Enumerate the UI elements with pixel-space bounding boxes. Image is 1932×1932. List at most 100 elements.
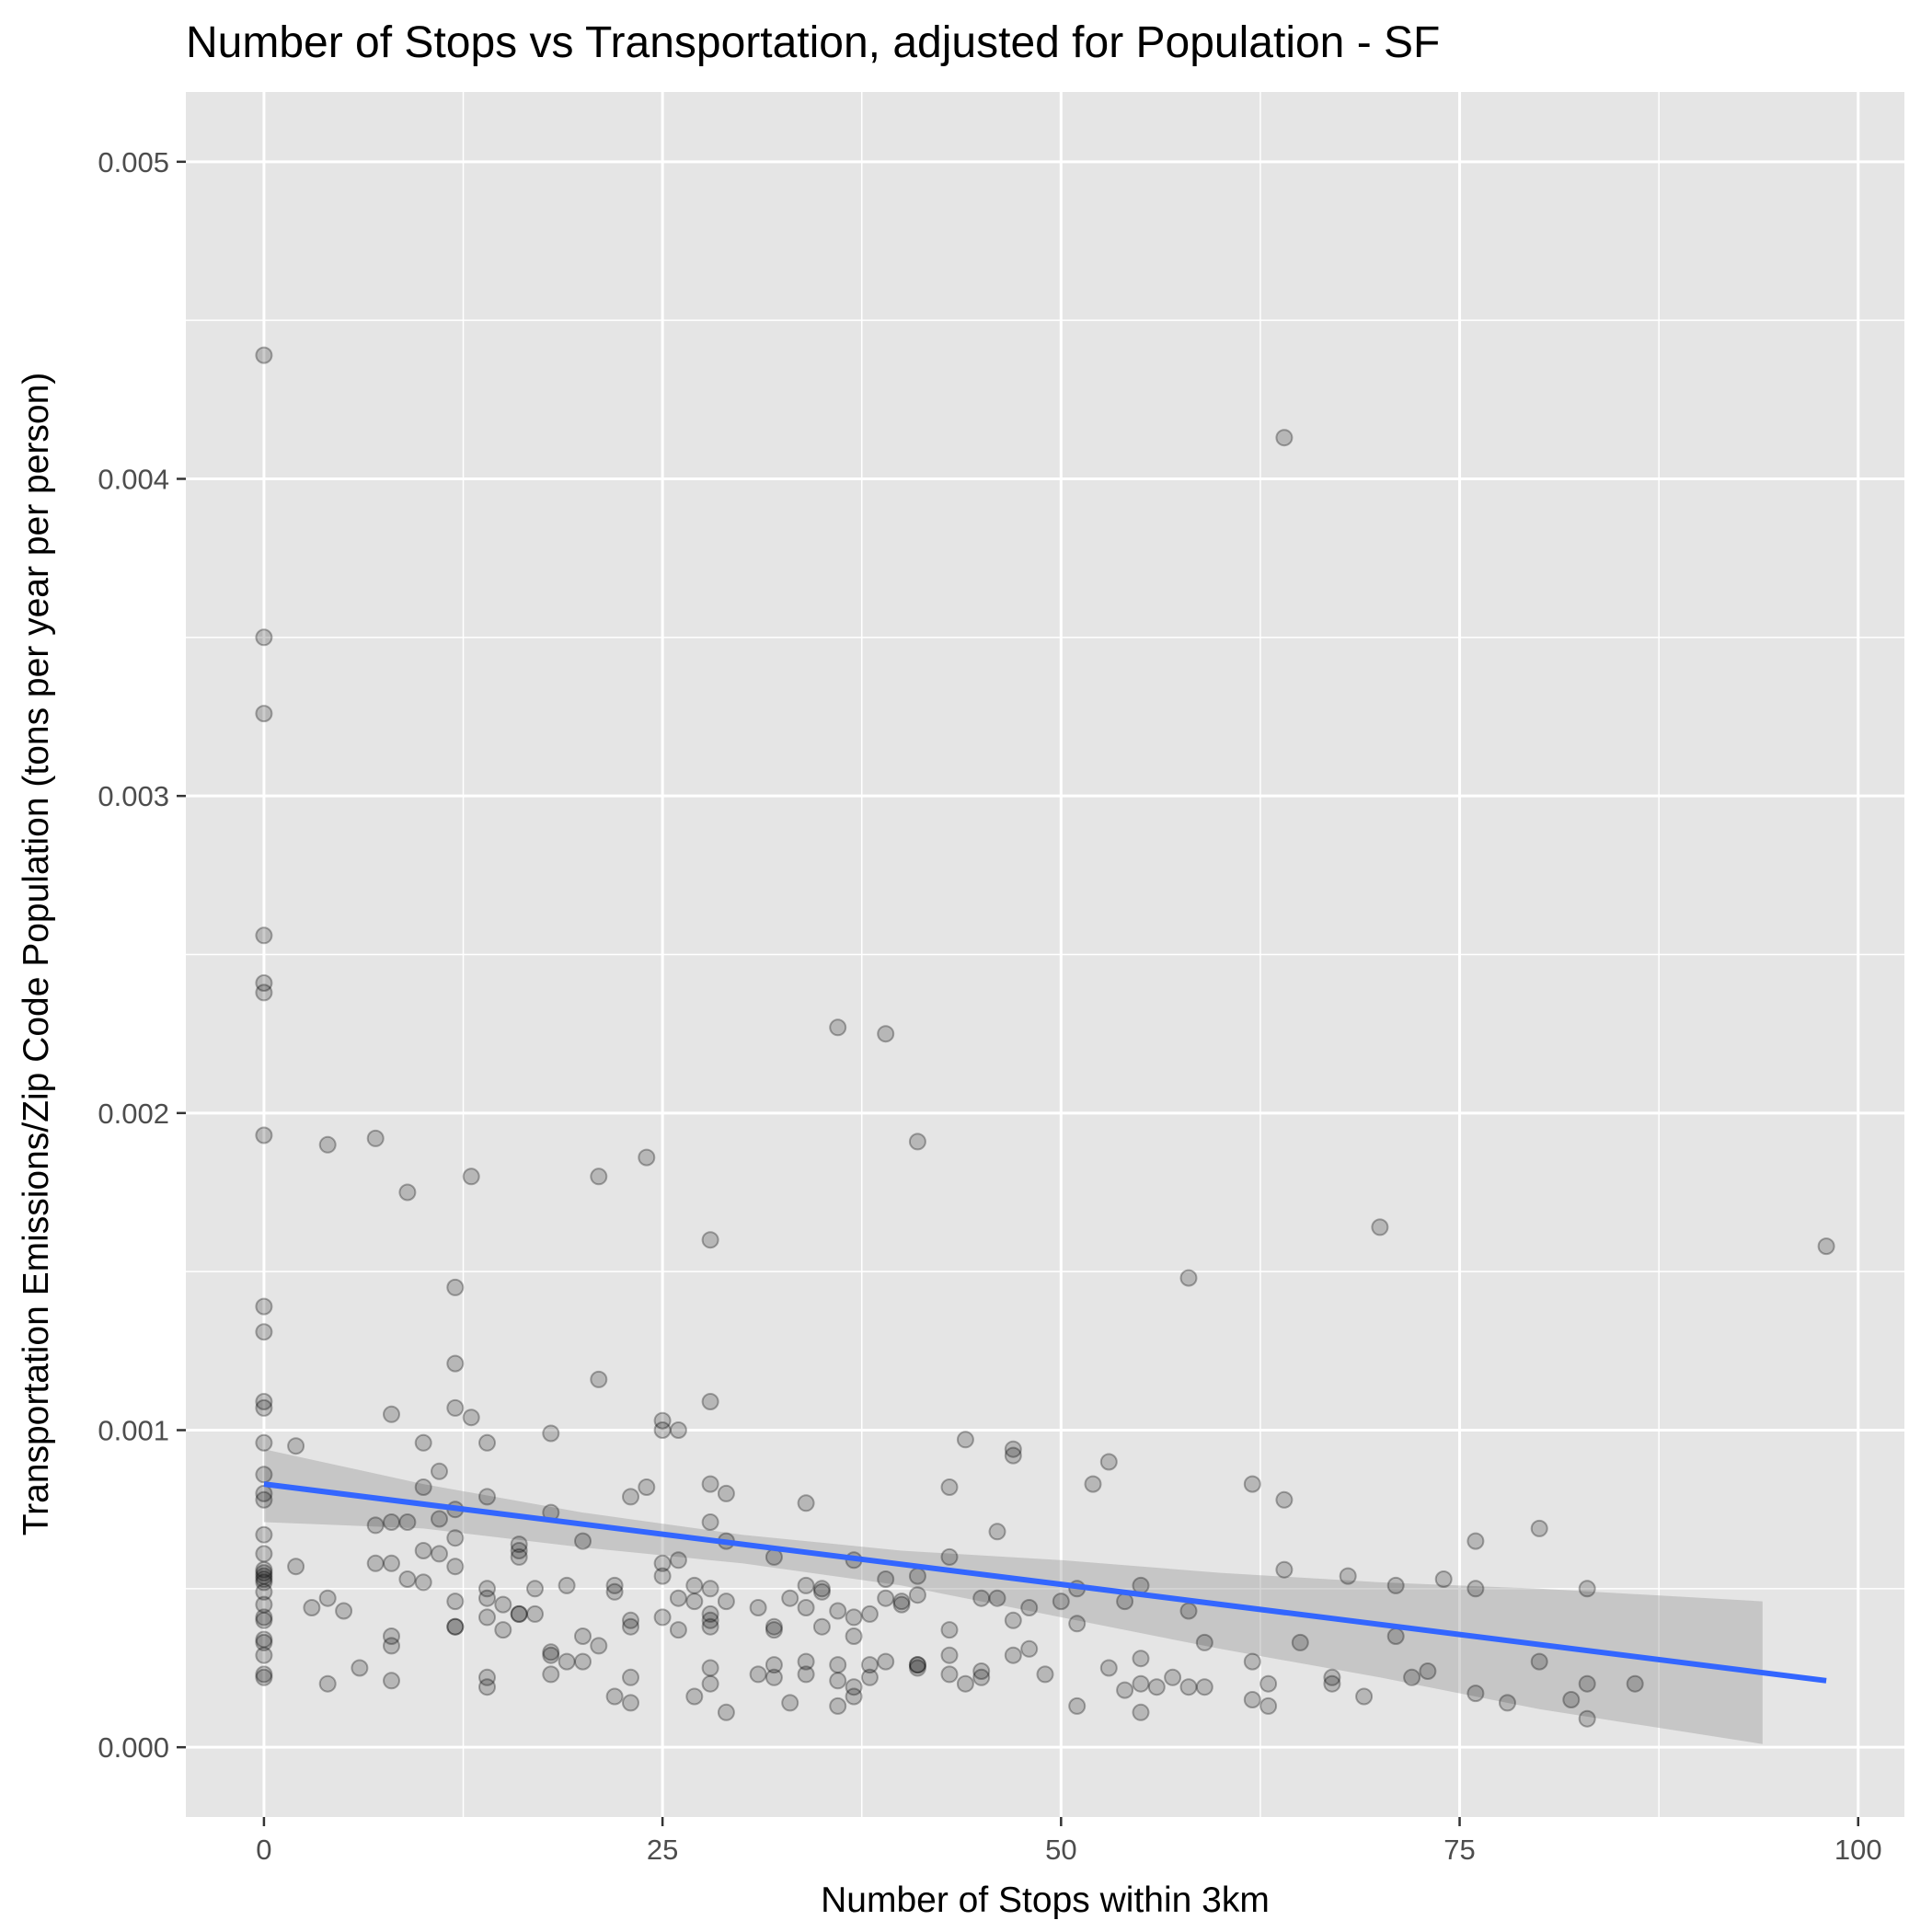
data-point bbox=[255, 346, 273, 364]
data-point bbox=[255, 1595, 273, 1614]
data-point bbox=[860, 1668, 879, 1686]
data-point bbox=[781, 1694, 799, 1712]
data-point bbox=[1195, 1633, 1213, 1651]
data-point bbox=[940, 1547, 959, 1566]
data-point bbox=[510, 1604, 528, 1623]
data-point bbox=[1084, 1475, 1102, 1493]
data-point bbox=[383, 1513, 400, 1531]
x-tick-label: 50 bbox=[1045, 1834, 1076, 1866]
data-point bbox=[812, 1580, 831, 1598]
chart-title: Number of Stops vs Transportation, adjus… bbox=[186, 18, 1440, 67]
data-point bbox=[1323, 1668, 1341, 1686]
data-point bbox=[590, 1167, 608, 1186]
x-tick-label: 0 bbox=[256, 1834, 271, 1866]
data-point bbox=[1179, 1602, 1198, 1620]
data-point bbox=[1099, 1453, 1118, 1471]
data-point bbox=[988, 1589, 1006, 1607]
y-tick-label: 0.000 bbox=[98, 1731, 169, 1764]
data-point bbox=[1259, 1696, 1278, 1715]
data-point bbox=[255, 1545, 273, 1563]
data-point bbox=[940, 1478, 959, 1496]
data-point bbox=[638, 1478, 656, 1496]
data-point bbox=[446, 1617, 465, 1636]
data-point bbox=[558, 1652, 576, 1671]
data-point bbox=[590, 1637, 608, 1655]
data-point bbox=[255, 974, 273, 992]
data-point bbox=[255, 1611, 273, 1629]
data-point bbox=[478, 1488, 496, 1506]
data-point bbox=[701, 1580, 719, 1598]
data-point bbox=[255, 1668, 273, 1686]
minor-gridlines bbox=[186, 92, 1904, 1817]
data-point bbox=[685, 1687, 704, 1706]
data-point bbox=[1179, 1678, 1198, 1696]
data-point bbox=[892, 1593, 911, 1611]
y-tick-label: 0.001 bbox=[98, 1415, 169, 1447]
data-point bbox=[829, 1672, 847, 1690]
data-point bbox=[1036, 1665, 1054, 1684]
data-point bbox=[1419, 1662, 1437, 1680]
data-point bbox=[351, 1659, 369, 1677]
data-point bbox=[335, 1602, 353, 1620]
data-point bbox=[717, 1593, 735, 1611]
data-point bbox=[1578, 1674, 1596, 1693]
data-point bbox=[255, 1608, 273, 1627]
data-point bbox=[956, 1431, 974, 1449]
data-point bbox=[1004, 1440, 1022, 1458]
data-point bbox=[940, 1621, 959, 1639]
data-point bbox=[1004, 1646, 1022, 1664]
x-axis-title: Number of Stops within 3km bbox=[821, 1880, 1270, 1920]
data-point bbox=[462, 1409, 480, 1427]
data-point bbox=[431, 1462, 448, 1480]
data-point bbox=[383, 1405, 400, 1423]
data-point bbox=[622, 1488, 639, 1506]
data-point bbox=[892, 1595, 911, 1614]
data-point bbox=[494, 1595, 512, 1614]
data-point bbox=[1195, 1678, 1213, 1696]
data-point bbox=[622, 1617, 639, 1636]
y-axis: 0.000 0.001 0.002 0.003 0.004 0.005 bbox=[98, 146, 186, 1764]
data-point bbox=[701, 1393, 719, 1410]
data-point bbox=[972, 1662, 991, 1680]
data-point bbox=[542, 1646, 560, 1664]
data-point bbox=[972, 1589, 991, 1607]
data-point bbox=[877, 1570, 895, 1588]
data-point bbox=[669, 1421, 687, 1439]
data-point bbox=[701, 1475, 719, 1493]
data-point bbox=[318, 1589, 337, 1607]
data-point bbox=[1068, 1615, 1087, 1633]
data-point bbox=[431, 1510, 448, 1528]
data-point bbox=[510, 1542, 528, 1559]
data-point bbox=[829, 1696, 847, 1715]
data-point bbox=[255, 1433, 273, 1452]
data-point bbox=[255, 1323, 273, 1341]
data-point bbox=[685, 1576, 704, 1594]
data-point bbox=[478, 1668, 496, 1686]
data-point bbox=[1434, 1570, 1453, 1588]
data-point bbox=[526, 1604, 544, 1623]
data-point bbox=[478, 1433, 496, 1452]
data-point bbox=[255, 1582, 273, 1601]
data-point bbox=[574, 1532, 592, 1550]
data-point bbox=[318, 1135, 337, 1154]
data-point bbox=[701, 1513, 719, 1531]
data-point bbox=[542, 1643, 560, 1662]
data-point bbox=[558, 1576, 576, 1594]
data-point bbox=[1147, 1678, 1166, 1696]
data-point bbox=[542, 1665, 560, 1684]
y-tick-label: 0.003 bbox=[98, 780, 169, 812]
data-point bbox=[398, 1570, 417, 1588]
data-point bbox=[414, 1433, 432, 1452]
data-point bbox=[526, 1580, 544, 1598]
data-point bbox=[685, 1593, 704, 1611]
y-tick-label: 0.005 bbox=[98, 146, 169, 178]
x-tick-label: 100 bbox=[1834, 1834, 1882, 1866]
data-point bbox=[908, 1659, 926, 1677]
data-point bbox=[653, 1567, 672, 1585]
data-point bbox=[1132, 1703, 1150, 1721]
major-gridlines bbox=[186, 92, 1904, 1817]
data-point bbox=[383, 1627, 400, 1645]
data-point bbox=[860, 1604, 879, 1623]
data-point bbox=[414, 1542, 432, 1559]
data-point bbox=[446, 1278, 465, 1296]
